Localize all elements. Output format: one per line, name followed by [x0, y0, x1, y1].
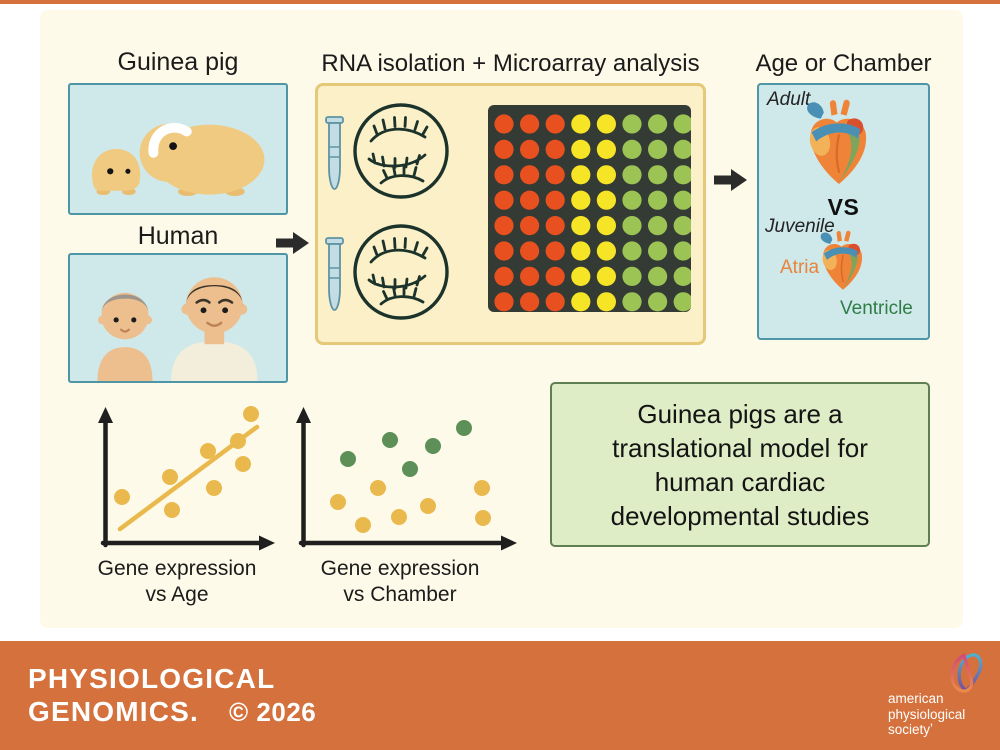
aps-ribbon-logo-icon — [950, 653, 983, 693]
journal-name-row2: GENOMICS. © 2026 — [28, 695, 316, 729]
juvenile-heart-icon — [819, 229, 863, 291]
vs-label: VS — [827, 194, 860, 220]
scatter-gene-expression-vs-age — [98, 406, 275, 551]
rna-sample-1-icon — [325, 103, 449, 199]
rna-microarray-title: RNA isolation + Microarray analysis — [321, 50, 700, 77]
juvenile-label: Juvenile — [765, 216, 835, 237]
right-arrow-icon — [714, 169, 747, 191]
copyright-label: © 2026 — [229, 697, 317, 727]
guinea-pigs-illustration — [92, 122, 265, 197]
scatter-age-label: Gene expression vs Age — [97, 557, 257, 606]
journal-name-line2: GENOMICS. — [28, 696, 200, 727]
adult-heart-icon — [805, 98, 868, 186]
top-accent-bar — [0, 0, 1000, 4]
microarray-grid-svg — [494, 114, 691, 312]
journal-name-line1: PHYSIOLOGICAL — [28, 663, 276, 694]
journal-logo: PHYSIOLOGICAL GENOMICS. © 2026 — [28, 662, 316, 729]
scatter-chamber-label: Gene expression vs Chamber — [320, 557, 480, 606]
human-label: Human — [137, 222, 219, 250]
conclusion-box: Guinea pigs are a translational model fo… — [550, 382, 930, 547]
guinea-pig-label: Guinea pig — [117, 48, 239, 76]
footer-bar — [0, 641, 1000, 750]
rna-sample-2-icon — [325, 224, 449, 320]
right-arrow-icon — [276, 232, 309, 254]
atria-label: Atria — [780, 257, 820, 278]
scatter-gene-expression-vs-chamber — [296, 407, 517, 551]
humans-illustration — [97, 277, 258, 381]
microarray-grid — [488, 105, 691, 312]
x-axis-arrowhead — [501, 535, 517, 551]
guinea-pig-panel — [68, 83, 288, 215]
axes — [100, 417, 265, 548]
human-panel — [68, 253, 288, 383]
age-or-chamber-title: Age or Chamber — [755, 50, 932, 77]
y-axis-arrowhead — [296, 407, 311, 423]
ventricle-label: Ventricle — [840, 298, 913, 319]
x-axis-arrowhead — [259, 535, 275, 551]
y-axis-arrowhead — [98, 407, 113, 423]
adult-label: Adult — [767, 89, 811, 110]
axes — [298, 417, 507, 548]
society-name: american physiological societyʼ — [888, 691, 966, 737]
